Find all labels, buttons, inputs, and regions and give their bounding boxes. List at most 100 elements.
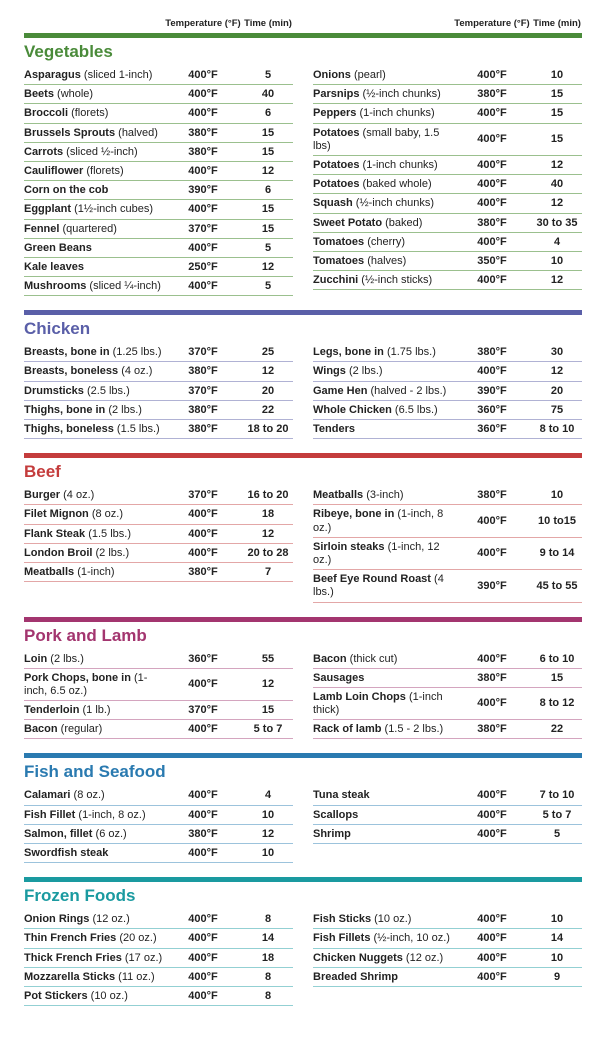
food-row: Bacon (thick cut)400°F6 to 10: [313, 650, 582, 669]
food-row: Thighs, bone in (2 lbs.)380°F22: [24, 401, 293, 420]
food-row: Parsnips (½-inch chunks)380°F15: [313, 85, 582, 104]
food-time: 6: [243, 107, 293, 120]
food-temp: 370°F: [163, 704, 243, 717]
food-name: Potatoes (baked whole): [313, 178, 452, 191]
food-time: 18: [243, 508, 293, 521]
food-row: Fish Fillets (½-inch, 10 oz.)400°F14: [313, 929, 582, 948]
food-row: Corn on the cob390°F6: [24, 181, 293, 200]
food-name: Thighs, bone in (2 lbs.): [24, 404, 163, 417]
food-name: Meatballs (1-inch): [24, 566, 163, 579]
food-time: 75: [532, 404, 582, 417]
food-name: Salmon, fillet (6 oz.): [24, 828, 163, 841]
food-row: Ribeye, bone in (1-inch, 8 oz.)400°F10 t…: [313, 505, 582, 537]
food-temp: 400°F: [452, 133, 532, 146]
food-row: Pork Chops, bone in (1-inch, 6.5 oz.)400…: [24, 669, 293, 701]
food-temp: 380°F: [163, 566, 243, 579]
food-row: Beef Eye Round Roast (4 lbs.)390°F45 to …: [313, 570, 582, 602]
section-bar: [24, 453, 582, 458]
food-row: Calamari (8 oz.)400°F4: [24, 786, 293, 805]
food-time: 10: [532, 913, 582, 926]
food-temp: 380°F: [452, 346, 532, 359]
food-name: Tenders: [313, 423, 452, 436]
food-row: Breasts, bone in (1.25 lbs.)370°F25: [24, 343, 293, 362]
food-temp: 400°F: [452, 365, 532, 378]
food-name: Fish Sticks (10 oz.): [313, 913, 452, 926]
food-time: 12: [532, 159, 582, 172]
food-name: Mozzarella Sticks (11 oz.): [24, 971, 163, 984]
food-time: 30 to 35: [532, 217, 582, 230]
food-temp: 400°F: [163, 913, 243, 926]
food-time: 40: [532, 178, 582, 191]
food-temp: 380°F: [452, 723, 532, 736]
food-time: 8: [243, 971, 293, 984]
food-name: Rack of lamb (1.5 - 2 lbs.): [313, 723, 452, 736]
food-name: Broccoli (florets): [24, 107, 163, 120]
food-time: 4: [532, 236, 582, 249]
food-time: 12: [243, 365, 293, 378]
food-row: Sirloin steaks (1-inch, 12 oz.)400°F9 to…: [313, 538, 582, 570]
food-name: Tomatoes (cherry): [313, 236, 452, 249]
food-temp: 400°F: [452, 913, 532, 926]
food-name: Ribeye, bone in (1-inch, 8 oz.): [313, 508, 452, 534]
food-name: Meatballs (3-inch): [313, 489, 452, 502]
food-temp: 380°F: [452, 88, 532, 101]
food-row: Breasts, boneless (4 oz.)380°F12: [24, 362, 293, 381]
food-temp: 400°F: [452, 697, 532, 710]
food-temp: 400°F: [163, 932, 243, 945]
food-temp: 360°F: [163, 653, 243, 666]
food-row: Whole Chicken (6.5 lbs.)360°F75: [313, 401, 582, 420]
food-time: 10: [532, 255, 582, 268]
food-temp: 400°F: [452, 515, 532, 528]
food-temp: 400°F: [452, 274, 532, 287]
food-row: Carrots (sliced ½-inch)380°F15: [24, 143, 293, 162]
food-temp: 400°F: [452, 809, 532, 822]
food-time: 5: [243, 69, 293, 82]
food-row: Tenderloin (1 lb.)370°F15: [24, 701, 293, 720]
food-temp: 400°F: [452, 952, 532, 965]
food-time: 40: [243, 88, 293, 101]
food-temp: 360°F: [452, 423, 532, 436]
section: Pork and LambLoin (2 lbs.)360°F55Pork Ch…: [24, 617, 582, 740]
food-name: Swordfish steak: [24, 847, 163, 860]
food-name: Burger (4 oz.): [24, 489, 163, 502]
food-name: Breasts, boneless (4 oz.): [24, 365, 163, 378]
food-time: 12: [243, 828, 293, 841]
food-row: Bacon (regular)400°F5 to 7: [24, 720, 293, 739]
header-temp: Temperature (°F): [452, 18, 532, 29]
food-time: 18 to 20: [243, 423, 293, 436]
food-time: 10: [532, 69, 582, 82]
food-row: Legs, bone in (1.75 lbs.)380°F30: [313, 343, 582, 362]
food-name: Sausages: [313, 672, 452, 685]
food-temp: 400°F: [452, 653, 532, 666]
food-name: Bacon (thick cut): [313, 653, 452, 666]
section-bar: [24, 33, 582, 38]
food-row: Tuna steak400°F7 to 10: [313, 786, 582, 805]
food-name: Potatoes (1-inch chunks): [313, 159, 452, 172]
food-temp: 400°F: [163, 990, 243, 1003]
food-time: 20: [243, 385, 293, 398]
food-row: Sausages380°F15: [313, 669, 582, 688]
section: Frozen FoodsOnion Rings (12 oz.)400°F8Th…: [24, 877, 582, 1006]
food-name: Peppers (1-inch chunks): [313, 107, 452, 120]
food-temp: 400°F: [163, 952, 243, 965]
food-temp: 380°F: [452, 217, 532, 230]
food-name: Pork Chops, bone in (1-inch, 6.5 oz.): [24, 672, 163, 698]
food-temp: 400°F: [163, 280, 243, 293]
food-time: 4: [243, 789, 293, 802]
food-temp: 390°F: [163, 184, 243, 197]
food-row: Cauliflower (florets)400°F12: [24, 162, 293, 181]
food-name: Calamari (8 oz.): [24, 789, 163, 802]
food-temp: 380°F: [163, 423, 243, 436]
section-bar: [24, 877, 582, 882]
food-name: Filet Mignon (8 oz.): [24, 508, 163, 521]
food-time: 5: [532, 828, 582, 841]
food-temp: 370°F: [163, 346, 243, 359]
section-bar: [24, 617, 582, 622]
food-time: 12: [243, 678, 293, 691]
food-row: Shrimp400°F5: [313, 825, 582, 844]
food-time: 20 to 28: [243, 547, 293, 560]
food-temp: 380°F: [452, 672, 532, 685]
food-time: 55: [243, 653, 293, 666]
food-time: 12: [243, 528, 293, 541]
food-name: Tuna steak: [313, 789, 452, 802]
